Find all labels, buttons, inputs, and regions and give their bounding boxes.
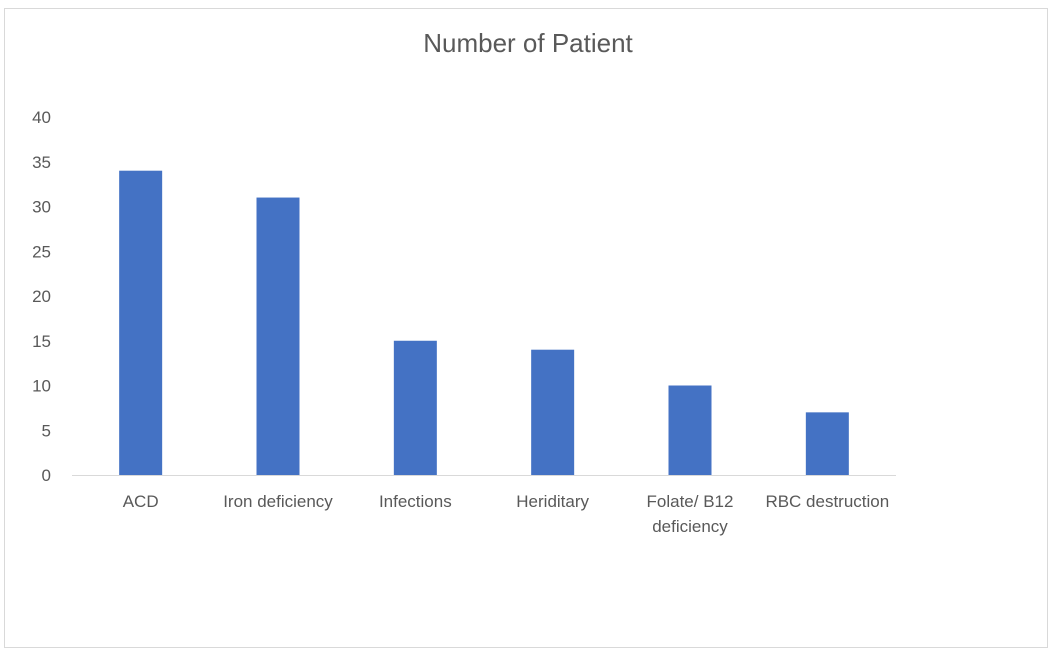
y-tick-label: 40 — [32, 108, 51, 127]
bar — [119, 170, 163, 475]
y-tick-label: 5 — [42, 421, 51, 440]
bar — [256, 197, 300, 476]
x-tick-label: Folate/ B12 deficiency — [647, 492, 734, 536]
y-tick-label: 15 — [32, 332, 51, 351]
bar — [805, 412, 849, 475]
x-tick-label: Heriditary — [516, 492, 589, 511]
y-tick-label: 0 — [42, 466, 51, 485]
chart-frame — [4, 8, 1048, 648]
bar — [393, 340, 437, 475]
y-tick-label: 10 — [32, 377, 51, 396]
y-tick-label: 30 — [32, 198, 51, 217]
bar — [668, 385, 712, 475]
y-tick-label: 25 — [32, 242, 51, 261]
x-tick-label: RBC destruction — [765, 492, 889, 511]
y-tick-label: 35 — [32, 153, 51, 172]
chart-title: Number of Patient — [423, 28, 633, 58]
x-tick-label: ACD — [123, 492, 159, 511]
bar — [531, 349, 575, 475]
y-tick-label: 20 — [32, 287, 51, 306]
x-tick-label: Infections — [379, 492, 452, 511]
x-tick-label: Iron deficiency — [223, 492, 333, 511]
